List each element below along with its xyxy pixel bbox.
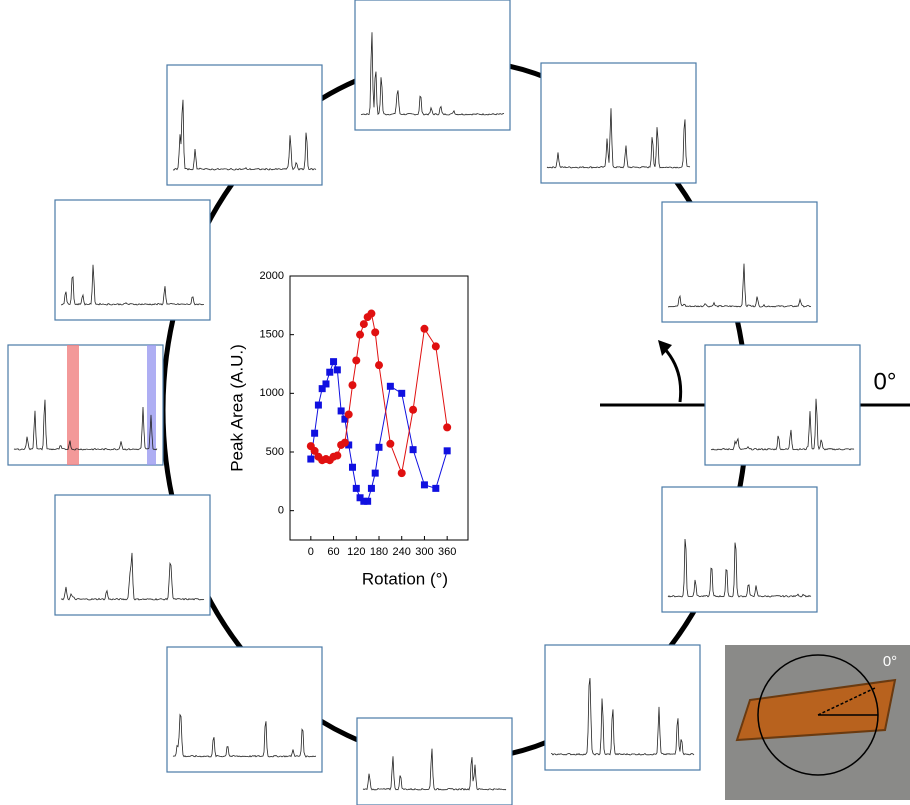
spectrum-panel	[356, 717, 513, 805]
x-axis-label: Rotation (°)	[362, 569, 448, 588]
spectrum	[667, 538, 812, 598]
marker	[340, 438, 349, 447]
marker	[375, 443, 383, 451]
spectrum	[551, 678, 695, 756]
marker	[348, 463, 356, 471]
marker	[345, 441, 353, 449]
marker	[386, 439, 395, 448]
y-axis-label: Peak Area (A.U.)	[227, 344, 246, 472]
marker	[330, 358, 338, 366]
marker	[367, 309, 376, 318]
marker	[344, 410, 353, 419]
x-tick-label: 360	[438, 546, 456, 558]
marker	[409, 405, 418, 414]
spectrum	[668, 263, 812, 308]
spectrum	[13, 399, 158, 451]
y-tick-label: 2000	[260, 270, 284, 282]
x-tick-label: 240	[393, 546, 411, 558]
marker	[443, 423, 452, 432]
marker	[352, 484, 360, 492]
photo-label: 0°	[883, 653, 897, 670]
marker	[314, 401, 322, 409]
marker	[431, 342, 440, 351]
marker	[420, 481, 428, 489]
spectrum-panel	[54, 199, 211, 321]
marker	[322, 380, 330, 388]
x-tick-label: 60	[327, 546, 339, 558]
spectrum-panel	[544, 644, 701, 771]
marker	[341, 415, 349, 423]
marker	[326, 368, 334, 376]
red-band	[67, 345, 79, 465]
y-tick-label: 500	[266, 446, 284, 458]
x-tick-label: 180	[370, 546, 388, 558]
marker	[352, 356, 361, 365]
rotation-arrow	[662, 346, 683, 403]
marker	[367, 484, 375, 492]
marker	[311, 429, 319, 437]
marker	[359, 320, 368, 329]
spectrum-panel	[661, 201, 818, 323]
y-tick-label: 1000	[260, 387, 284, 399]
marker	[398, 389, 406, 397]
x-tick-label: 0	[308, 546, 314, 558]
spectrum-panel	[7, 344, 164, 466]
spectrum	[172, 713, 317, 758]
spectrum-panel	[166, 64, 323, 186]
marker	[333, 451, 342, 460]
marker	[375, 361, 383, 370]
marker	[364, 497, 372, 505]
marker	[307, 455, 315, 463]
spectrum-panel	[166, 646, 323, 773]
zero-label: 0°	[874, 368, 897, 395]
spectrum-panel	[704, 344, 861, 466]
marker	[420, 324, 429, 333]
marker	[360, 497, 368, 505]
x-tick-label: 120	[347, 546, 365, 558]
spectrum	[710, 398, 855, 451]
marker	[337, 407, 345, 415]
marker	[371, 469, 379, 477]
spectrum-panel	[661, 486, 818, 613]
marker	[443, 447, 451, 455]
spectrum	[60, 264, 204, 306]
spectrum-panel	[54, 494, 211, 616]
spectrum	[362, 748, 507, 791]
arrow-head	[658, 340, 672, 356]
marker	[310, 446, 319, 455]
spectrum-panel	[354, 0, 511, 131]
spectrum	[172, 99, 317, 171]
marker	[397, 469, 406, 478]
marker	[409, 446, 417, 454]
marker	[386, 382, 394, 390]
spectrum	[360, 32, 505, 116]
x-tick-label: 300	[415, 546, 433, 558]
spectrum	[60, 552, 205, 601]
micrograph: 0°	[725, 645, 910, 800]
marker	[432, 484, 440, 492]
marker	[348, 381, 357, 390]
blue-band	[147, 345, 156, 465]
marker	[356, 330, 365, 339]
marker	[333, 366, 341, 374]
crystal	[735, 678, 897, 742]
marker	[356, 494, 364, 502]
spectra	[7, 0, 861, 805]
spectrum	[546, 108, 691, 169]
y-tick-label: 0	[278, 505, 284, 517]
spectrum-panel	[540, 62, 697, 184]
angle-line	[817, 687, 876, 716]
y-tick-label: 1500	[260, 329, 284, 341]
marker	[318, 385, 326, 393]
marker	[371, 328, 380, 337]
